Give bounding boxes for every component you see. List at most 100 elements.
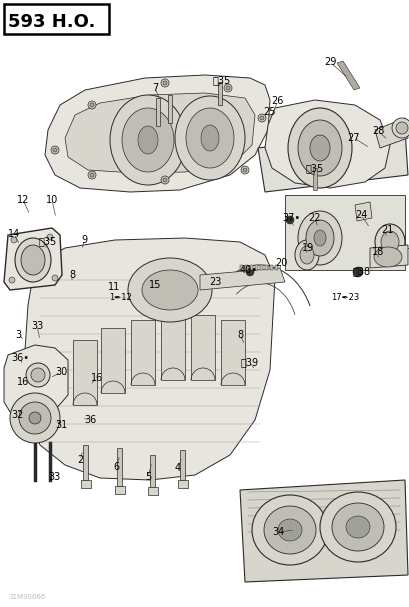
- Polygon shape: [239, 480, 407, 582]
- Ellipse shape: [21, 245, 45, 275]
- Circle shape: [163, 81, 166, 85]
- Circle shape: [26, 363, 50, 387]
- Circle shape: [88, 101, 96, 109]
- Circle shape: [19, 402, 51, 434]
- Text: 17✒23: 17✒23: [330, 294, 358, 302]
- Text: 34: 34: [271, 527, 283, 537]
- Circle shape: [223, 84, 231, 92]
- Polygon shape: [148, 487, 157, 495]
- Polygon shape: [25, 238, 274, 480]
- Polygon shape: [115, 486, 125, 494]
- Text: 9: 9: [81, 235, 87, 245]
- Circle shape: [9, 277, 15, 283]
- Ellipse shape: [200, 125, 218, 151]
- Ellipse shape: [374, 224, 404, 260]
- Circle shape: [243, 168, 246, 172]
- Text: 28: 28: [371, 126, 383, 136]
- Polygon shape: [249, 265, 252, 270]
- Text: 30: 30: [55, 367, 67, 377]
- Circle shape: [259, 116, 263, 120]
- Polygon shape: [245, 265, 247, 270]
- Circle shape: [47, 234, 53, 240]
- Text: 22: 22: [308, 213, 321, 223]
- Text: 31MS0066: 31MS0066: [8, 594, 45, 600]
- Circle shape: [391, 118, 409, 138]
- Text: 40•: 40•: [239, 265, 257, 275]
- Circle shape: [31, 368, 45, 382]
- Ellipse shape: [380, 231, 398, 253]
- Text: 36: 36: [84, 415, 96, 425]
- Circle shape: [53, 148, 57, 152]
- Text: 16: 16: [17, 377, 29, 387]
- Circle shape: [10, 393, 60, 443]
- Polygon shape: [264, 100, 389, 188]
- Polygon shape: [161, 315, 184, 380]
- Text: 29: 29: [323, 57, 335, 67]
- Circle shape: [90, 103, 94, 107]
- Ellipse shape: [128, 258, 211, 322]
- Ellipse shape: [331, 503, 383, 551]
- Circle shape: [285, 216, 293, 224]
- Polygon shape: [65, 93, 254, 173]
- Text: ⍘38: ⍘38: [352, 266, 370, 276]
- Circle shape: [163, 178, 166, 182]
- Circle shape: [52, 275, 58, 281]
- Text: 14: 14: [8, 229, 20, 239]
- Ellipse shape: [313, 230, 325, 246]
- Circle shape: [225, 86, 229, 90]
- Text: 12: 12: [17, 195, 29, 205]
- Text: 26: 26: [270, 96, 283, 106]
- Polygon shape: [254, 265, 257, 270]
- Polygon shape: [284, 195, 404, 270]
- Polygon shape: [4, 345, 68, 418]
- Ellipse shape: [319, 492, 395, 562]
- Ellipse shape: [186, 108, 234, 168]
- Circle shape: [88, 171, 96, 179]
- Text: 31: 31: [55, 420, 67, 430]
- Ellipse shape: [297, 211, 341, 265]
- Polygon shape: [374, 118, 407, 148]
- Circle shape: [257, 114, 265, 122]
- Text: 8: 8: [69, 270, 75, 280]
- Circle shape: [245, 268, 254, 276]
- Ellipse shape: [345, 516, 369, 538]
- Circle shape: [352, 267, 362, 277]
- Ellipse shape: [305, 220, 333, 256]
- Ellipse shape: [122, 108, 173, 172]
- Ellipse shape: [309, 135, 329, 161]
- Circle shape: [51, 146, 59, 154]
- Text: 33: 33: [48, 472, 60, 482]
- Ellipse shape: [294, 240, 318, 270]
- Text: 16: 16: [91, 373, 103, 383]
- Ellipse shape: [175, 96, 245, 180]
- Ellipse shape: [252, 495, 327, 565]
- Text: 21: 21: [380, 225, 392, 235]
- Ellipse shape: [373, 247, 401, 267]
- Polygon shape: [354, 202, 371, 221]
- Text: 593 H.O.: 593 H.O.: [8, 13, 95, 31]
- Polygon shape: [131, 320, 155, 385]
- Text: 8: 8: [236, 330, 243, 340]
- Polygon shape: [257, 130, 407, 192]
- Text: ⍘35: ⍘35: [305, 163, 324, 173]
- Ellipse shape: [297, 120, 341, 176]
- Polygon shape: [191, 315, 214, 380]
- Polygon shape: [45, 75, 270, 192]
- Circle shape: [11, 237, 17, 243]
- Text: 2: 2: [77, 455, 83, 465]
- Ellipse shape: [277, 519, 301, 541]
- Text: ⍘35: ⍘35: [39, 236, 57, 246]
- Polygon shape: [218, 82, 221, 105]
- Polygon shape: [73, 340, 97, 405]
- Circle shape: [90, 173, 94, 177]
- Polygon shape: [155, 98, 160, 126]
- Polygon shape: [117, 448, 122, 486]
- Polygon shape: [81, 480, 91, 488]
- Text: 32: 32: [12, 410, 24, 420]
- Text: 37•: 37•: [281, 213, 299, 223]
- Text: 27: 27: [347, 133, 360, 143]
- Circle shape: [29, 412, 41, 424]
- Text: 10: 10: [46, 195, 58, 205]
- Circle shape: [395, 122, 407, 134]
- Polygon shape: [274, 265, 277, 270]
